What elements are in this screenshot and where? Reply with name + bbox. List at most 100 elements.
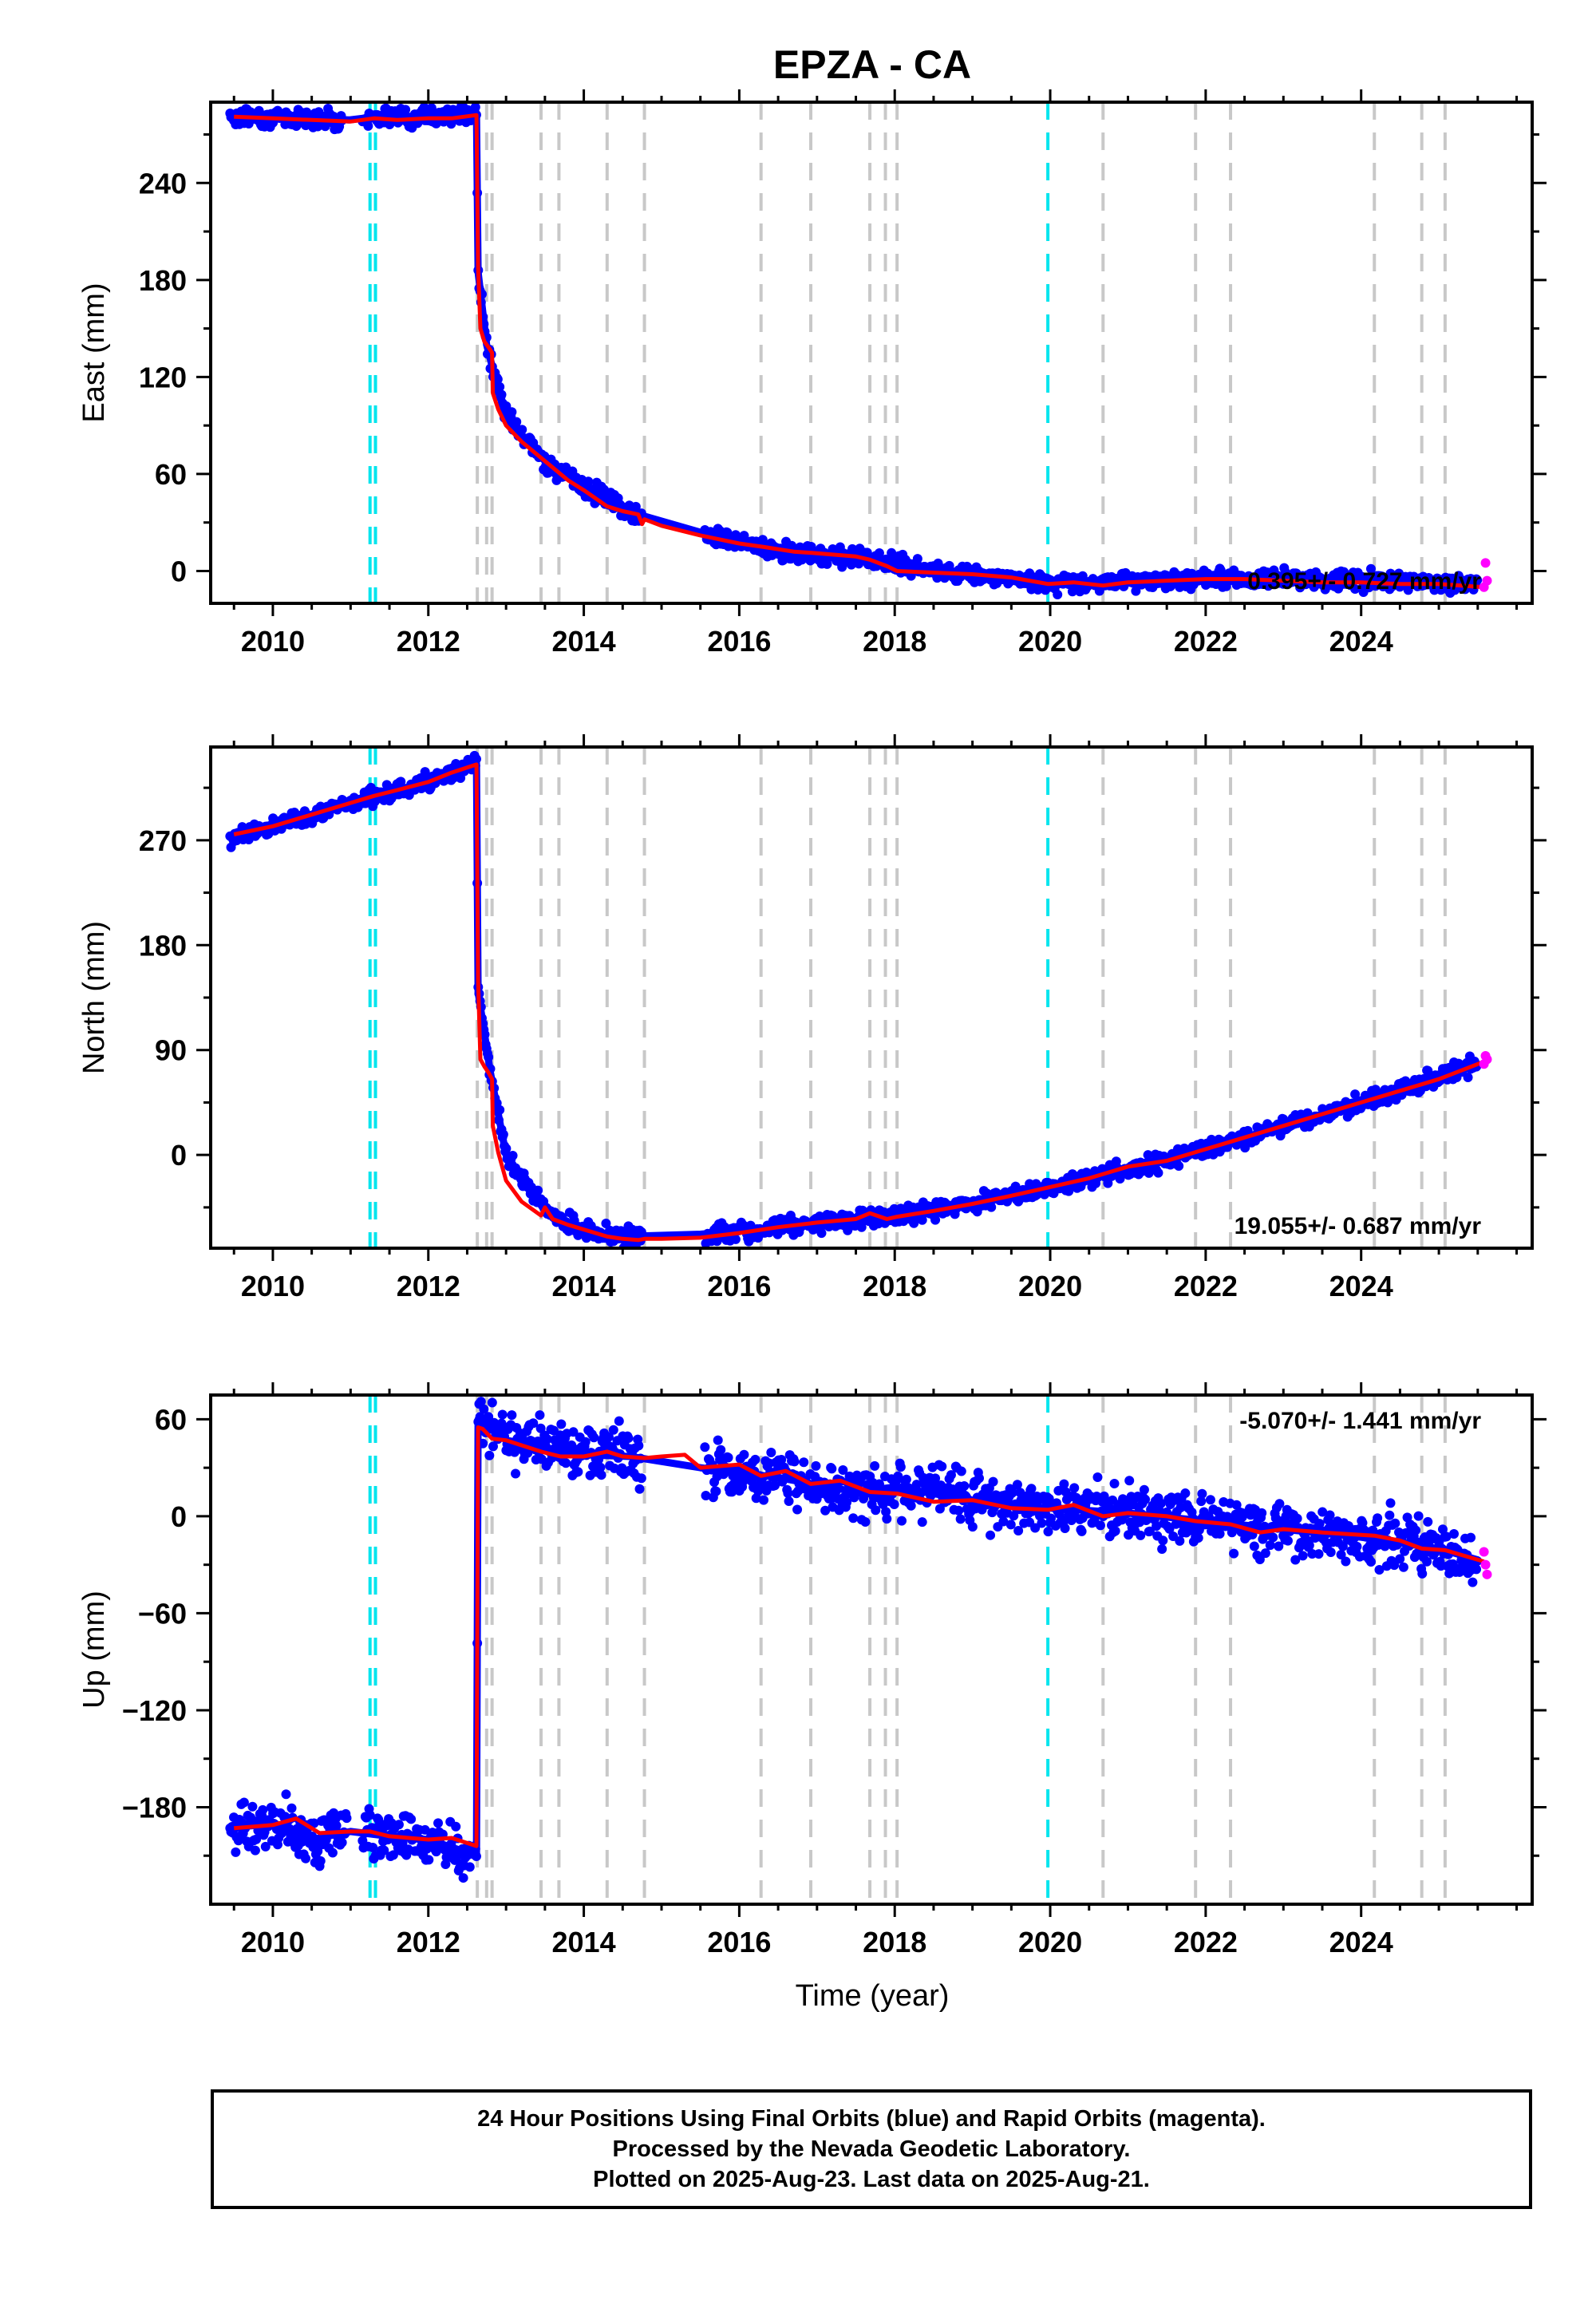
data-point <box>1468 1577 1478 1587</box>
observed-track <box>230 109 1479 590</box>
data-point <box>315 1856 326 1866</box>
data-point <box>1314 1549 1324 1559</box>
final-orbit-points <box>225 1397 1483 1883</box>
data-point <box>337 1837 347 1848</box>
data-point <box>596 1470 606 1480</box>
data-point <box>1472 1564 1482 1575</box>
rapid-orbit-point <box>1482 1054 1492 1065</box>
y-tick-label: −120 <box>122 1694 187 1727</box>
data-point <box>700 1442 710 1452</box>
data-point <box>451 1821 461 1832</box>
data-point <box>1215 1528 1225 1539</box>
data-point <box>917 1517 927 1528</box>
data-point <box>1153 1168 1163 1178</box>
data-point <box>988 1476 998 1487</box>
x-tick-label: 2022 <box>1174 1926 1238 1958</box>
data-point <box>1095 1520 1105 1531</box>
data-point <box>239 1797 249 1808</box>
data-point <box>1314 1519 1325 1529</box>
data-point <box>309 1818 319 1828</box>
data-point <box>424 1855 434 1865</box>
data-point <box>848 1513 859 1524</box>
data-point <box>1136 1530 1146 1540</box>
data-point <box>1124 1476 1135 1486</box>
data-point <box>1413 1511 1424 1521</box>
data-point <box>601 1218 611 1228</box>
data-point <box>906 1500 916 1511</box>
data-point <box>1254 1555 1265 1565</box>
x-tick-label: 2024 <box>1329 625 1393 658</box>
data-point <box>507 1410 517 1421</box>
data-point <box>1385 1498 1396 1508</box>
rapid-orbit-point <box>1479 1547 1489 1557</box>
y-tick-label: 0 <box>171 1500 187 1533</box>
data-point <box>1037 1518 1047 1528</box>
data-point <box>634 1441 644 1451</box>
data-point <box>342 1813 352 1824</box>
data-point <box>1158 1535 1168 1546</box>
data-point <box>1350 584 1361 595</box>
panel-east: 2010 2012 2014 2016 2018 2020 2022 2024 0 60 120 18… <box>77 89 1547 658</box>
data-point <box>1290 1555 1301 1565</box>
footer-box: 24 Hour Positions Using Final Orbits (bl… <box>211 2089 1532 2209</box>
data-point <box>393 1820 404 1830</box>
data-point <box>789 1456 800 1467</box>
data-point <box>260 1841 271 1852</box>
data-point <box>507 407 517 417</box>
x-tick-label: 2018 <box>863 625 926 658</box>
data-point <box>1229 1548 1239 1559</box>
x-tick-label: 2010 <box>241 1926 305 1958</box>
data-point <box>799 1457 809 1468</box>
data-point <box>1152 1521 1162 1531</box>
data-point <box>595 1462 606 1472</box>
x-tick-label: 2018 <box>863 1926 926 1958</box>
data-point <box>1441 1531 1452 1542</box>
data-point <box>1013 1525 1024 1535</box>
data-point <box>917 1215 927 1225</box>
x-tick-label: 2020 <box>1018 1926 1082 1958</box>
data-point <box>420 1824 430 1835</box>
rate-annotation: 0.395+/- 0.727 mm/yr <box>1247 568 1481 595</box>
data-point <box>479 1404 489 1414</box>
data-point <box>589 1433 599 1443</box>
data-point <box>464 1862 475 1872</box>
data-point <box>580 1437 591 1447</box>
x-tick-label: 2012 <box>397 1926 460 1958</box>
data-point <box>937 1461 947 1472</box>
data-point <box>1109 1478 1120 1488</box>
panel-north-plot-area <box>225 747 1492 1248</box>
data-point <box>446 119 456 129</box>
data-point <box>1257 1508 1267 1518</box>
data-point <box>1156 1498 1166 1508</box>
panel-north: 2010 2012 2014 2016 2018 2020 2022 2024 0 90 180 27… <box>77 734 1547 1302</box>
data-point <box>946 1470 956 1480</box>
data-point <box>1053 1485 1064 1496</box>
rapid-orbit-point <box>1482 1569 1492 1579</box>
x-tick-label: 2012 <box>397 625 460 658</box>
data-point <box>998 1516 1009 1527</box>
data-point <box>608 1425 618 1435</box>
data-point <box>250 1845 260 1856</box>
x-tick-label: 2012 <box>397 1270 460 1302</box>
panel-up-plot-area <box>225 1395 1492 1904</box>
data-point <box>959 1480 970 1491</box>
data-point <box>1215 565 1226 575</box>
x-tick-label: 2016 <box>707 1926 771 1958</box>
data-point <box>711 1486 721 1496</box>
data-point <box>930 1215 941 1225</box>
y-tick-label: 0 <box>171 555 187 587</box>
data-point <box>511 1468 521 1479</box>
data-point <box>1026 1484 1037 1494</box>
data-point <box>247 1801 258 1812</box>
data-point <box>1092 1472 1103 1482</box>
data-point <box>497 1409 508 1420</box>
data-point <box>1423 1516 1433 1527</box>
panel-east-plot-area <box>225 102 1492 603</box>
x-tick-label: 2022 <box>1174 625 1238 658</box>
data-point <box>1008 1487 1018 1497</box>
data-point <box>583 476 594 487</box>
data-point <box>730 1234 741 1244</box>
data-point <box>701 1490 711 1500</box>
data-point <box>1012 1480 1022 1490</box>
data-point <box>535 1410 545 1421</box>
